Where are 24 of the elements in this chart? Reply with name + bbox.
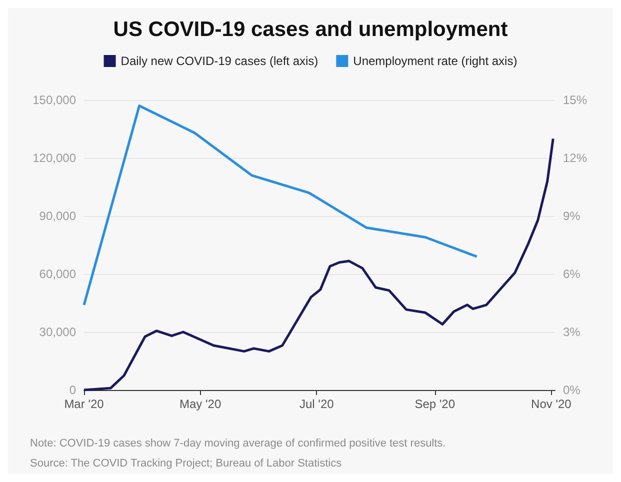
- legend-label: Unemployment rate (right axis): [353, 54, 518, 68]
- line-series: [82, 104, 478, 306]
- x-tick-label: Sep '20: [414, 397, 456, 411]
- legend-label: Daily new COVID-19 cases (left axis): [120, 54, 318, 68]
- y-tick-label: 60,000: [39, 267, 76, 281]
- text: Note: COVID-19 cases show 7-day moving average of confirmed positive test results.: [30, 438, 446, 450]
- source-note: Source: The COVID Tracking Project; Bureau of Labor Statistics: [30, 458, 342, 470]
- line-series: [82, 137, 554, 392]
- chart-title: US COVID-19 cases and unemployment: [113, 18, 508, 41]
- y-tick-label: 120,000: [32, 151, 76, 165]
- y-tick-label: 150,000: [32, 93, 76, 107]
- y2-tick-label: 15%: [563, 93, 588, 107]
- x-tick-label: Jul '20: [299, 397, 334, 411]
- y2-tick-label: 0%: [563, 383, 581, 397]
- x-tick-label: Mar '20: [64, 397, 104, 411]
- y-tick-label: 30,000: [39, 325, 76, 339]
- y2-tick-label: 9%: [563, 209, 581, 223]
- x-tick-label: May '20: [179, 397, 222, 411]
- x-tick-label: Nov '20: [531, 397, 572, 411]
- y2-tick-label: 12%: [563, 151, 588, 165]
- y-tick-label: 0: [69, 383, 76, 397]
- y-tick-label: 90,000: [39, 209, 76, 223]
- y2-tick-label: 6%: [563, 267, 581, 281]
- y2-tick-label: 3%: [563, 325, 581, 339]
